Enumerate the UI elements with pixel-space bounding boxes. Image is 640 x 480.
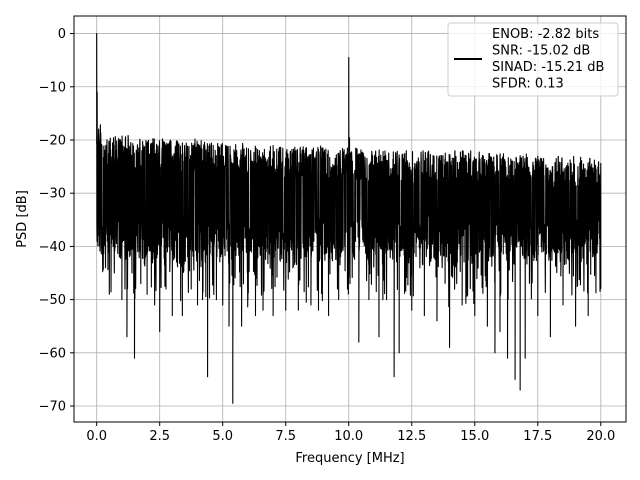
legend-text-snr: SNR: -15.02 dB <box>492 44 590 59</box>
y-tick-label: −50 <box>39 293 66 308</box>
y-tick-label: 0 <box>58 27 66 42</box>
y-tick-label: −30 <box>39 187 66 202</box>
x-tick-label: 2.5 <box>149 429 170 444</box>
legend-box <box>447 22 619 97</box>
y-tick-label: −60 <box>39 346 66 361</box>
legend: ENOB: -2.82 bits SNR: -15.02 dB SINAD: -… <box>447 22 619 97</box>
y-tick-label: −40 <box>39 240 66 255</box>
y-tick-label: −10 <box>39 80 66 95</box>
legend-text-enob: ENOB: -2.82 bits <box>492 27 599 42</box>
y-axis-label: PSD [dB] <box>15 190 30 248</box>
x-ticks: 0.0 2.5 5.0 7.5 10.0 12.5 15.0 17.5 20.0 <box>86 422 615 444</box>
plot-frame <box>73 15 627 423</box>
y-tick-label: −70 <box>39 400 66 415</box>
series-layer <box>96 33 602 404</box>
x-tick-label: 5.0 <box>212 429 233 444</box>
x-tick-label: 7.5 <box>275 429 296 444</box>
x-tick-label: 10.0 <box>334 429 363 444</box>
x-tick-label: 20.0 <box>586 429 615 444</box>
x-tick-label: 15.0 <box>460 429 489 444</box>
psd-series-line <box>96 33 602 404</box>
legend-text-sinad: SINAD: -15.21 dB <box>492 60 604 75</box>
y-tick-label: −20 <box>39 133 66 148</box>
x-axis-label: Frequency [MHz] <box>295 451 404 466</box>
x-tick-label: 0.0 <box>86 429 107 444</box>
y-ticks: 0 −10 −20 −30 −40 −50 −60 −70 <box>39 27 74 415</box>
legend-text-sfdr: SFDR: 0.13 <box>492 77 564 92</box>
x-tick-label: 12.5 <box>397 429 426 444</box>
x-tick-label: 17.5 <box>523 429 552 444</box>
